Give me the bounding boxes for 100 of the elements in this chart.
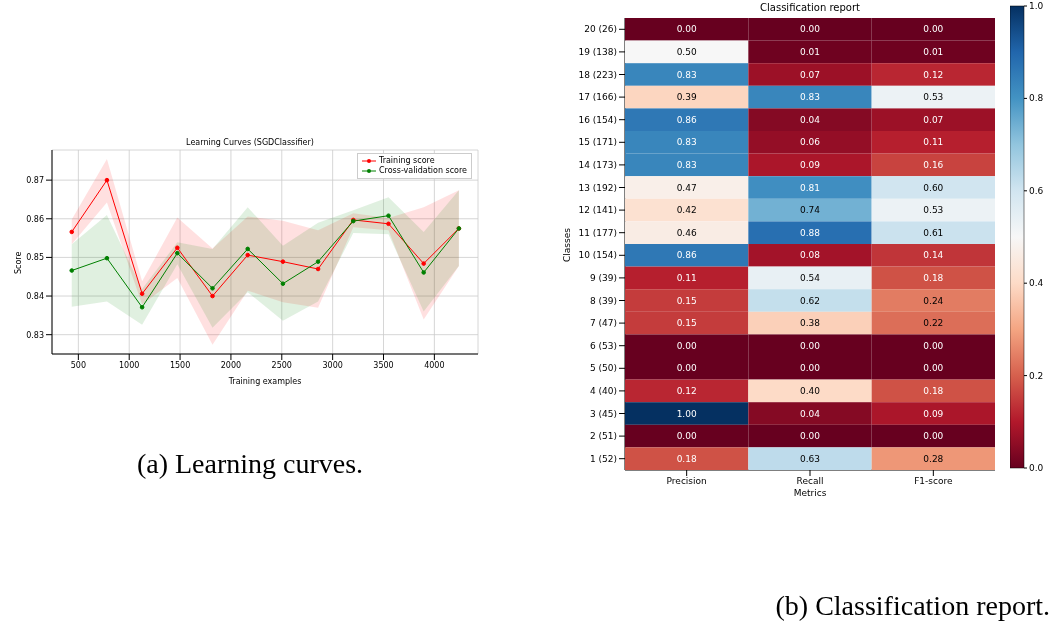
y-tick-label: 0.85 [26, 253, 44, 263]
chart-title: Classification report [759, 2, 861, 13]
y-tick-label: 1 (52) [589, 453, 617, 464]
data-label: 0.00 [799, 340, 821, 351]
data-label: 0.86 [676, 114, 697, 125]
data-label: 0.00 [923, 340, 944, 351]
y-tick-label: 5 (50) [589, 363, 617, 374]
text: (b) Classification report. [774, 590, 1050, 622]
data-label: 0.15 [676, 318, 697, 329]
y-tick-label: 20 (26) [584, 24, 617, 35]
data-label: 0.38 [799, 318, 821, 329]
data-label: 0.11 [923, 137, 944, 148]
x-tick-label: 500 [70, 360, 86, 370]
data-label: 0.00 [923, 363, 944, 374]
y-tick-label: 6 (53) [589, 340, 617, 351]
y-tick-label: 2 (51) [589, 431, 617, 442]
data-label: 0.83 [676, 159, 697, 170]
data-label: 0.06 [799, 137, 821, 148]
data-label: 0.07 [923, 114, 944, 125]
data-label: 0.00 [923, 431, 944, 442]
y-tick-label: 0.86 [26, 214, 44, 224]
data-label: 0.24 [923, 295, 944, 306]
data-label: 0.53 [923, 92, 944, 103]
data-label: 0.04 [799, 114, 821, 125]
data-label: 0.61 [923, 227, 944, 238]
data-label: 0.00 [676, 24, 697, 35]
data-label: 0.09 [923, 408, 944, 419]
data-label: 0.39 [676, 92, 697, 103]
legend-label: Cross-validation score [378, 166, 467, 176]
y-tick-label: 15 (171) [578, 137, 617, 148]
data-label: 0.01 [923, 46, 944, 57]
legend-label: Training score [378, 156, 435, 166]
x-tick-label: 2500 [271, 360, 292, 370]
x-axis-title: Training examples [227, 377, 302, 386]
data-label: 0.07 [799, 69, 821, 80]
data-label: 0.16 [923, 159, 944, 170]
data-label: 0.74 [799, 205, 821, 216]
data-label: 0.54 [799, 272, 821, 283]
data-label: 0.04 [799, 408, 821, 419]
data-label: 0.00 [799, 363, 821, 374]
y-tick-label: 19 (138) [578, 47, 617, 58]
y-tick-label: 18 (223) [578, 69, 617, 80]
data-label: 0.28 [923, 453, 944, 464]
data-label: 0.62 [799, 295, 821, 306]
data-label: 0.88 [799, 227, 821, 238]
data-label: 0.08 [799, 250, 821, 261]
data-label: 0.60 [923, 182, 944, 193]
data-label: 0.11 [676, 272, 697, 283]
y-tick-label: 10 (154) [578, 250, 617, 261]
data-label: 0.47 [676, 182, 697, 193]
y-tick-label: 8 (39) [589, 295, 617, 306]
data-label: 0.01 [799, 46, 821, 57]
data-label: 0.00 [676, 363, 697, 374]
text: (a) Learning curves. [135, 448, 365, 480]
color-bar-label: 0.0 [1029, 463, 1044, 473]
data-label: 0.46 [676, 227, 697, 238]
data-label: 0.83 [676, 69, 697, 80]
x-tick-label: Recall [796, 476, 824, 487]
chart-title: Learning Curves (SGDClassifier) [185, 138, 315, 147]
y-tick-label: 11 (177) [578, 227, 617, 238]
y-axis-title: Score [14, 250, 24, 277]
x-tick-label: 2000 [220, 360, 242, 370]
data-label: 0.40 [799, 385, 821, 396]
y-tick-label: 13 (192) [578, 182, 617, 193]
data-label: 0.81 [799, 182, 821, 193]
data-label: 0.18 [923, 272, 944, 283]
data-label: 0.50 [676, 46, 697, 57]
y-axis-title: Classes [562, 227, 573, 264]
y-tick-label: 17 (166) [578, 92, 617, 103]
x-axis-title: Metrics [793, 488, 827, 498]
data-label: 0.12 [923, 69, 944, 80]
data-label: 0.00 [923, 24, 944, 35]
data-label: 0.15 [676, 295, 697, 306]
color-bar-label: 1.0 [1029, 1, 1044, 11]
x-tick-label: 3000 [322, 360, 343, 370]
color-bar-label: 0.2 [1029, 370, 1044, 381]
data-label: 0.83 [799, 92, 821, 103]
y-tick-label: 3 (45) [589, 408, 617, 419]
data-label: 0.86 [676, 250, 697, 261]
y-tick-label: 7 (47) [589, 318, 617, 329]
x-tick-label: Precision [666, 476, 707, 487]
y-tick-label: 16 (154) [578, 114, 617, 125]
data-label: 0.63 [799, 453, 821, 464]
data-label: 0.00 [676, 431, 697, 442]
y-tick-label: 0.84 [26, 291, 44, 301]
y-tick-label: 12 (141) [578, 205, 617, 216]
data-label: 0.18 [676, 453, 697, 464]
x-tick-label: 3500 [373, 360, 394, 370]
color-bar-label: 0.6 [1029, 185, 1044, 196]
data-label: 0.83 [676, 137, 697, 148]
y-tick-label: 4 (40) [589, 386, 617, 397]
x-tick-label: 1000 [119, 360, 140, 370]
color-bar-label: 0.4 [1029, 278, 1044, 289]
data-label: 0.22 [923, 318, 944, 329]
data-label: 0.00 [799, 431, 821, 442]
data-label: 0.14 [923, 250, 944, 261]
data-label: 0.53 [923, 205, 944, 216]
y-tick-label: 0.87 [26, 175, 44, 185]
data-label: 0.18 [923, 385, 944, 396]
x-tick-label: 4000 [424, 360, 445, 370]
